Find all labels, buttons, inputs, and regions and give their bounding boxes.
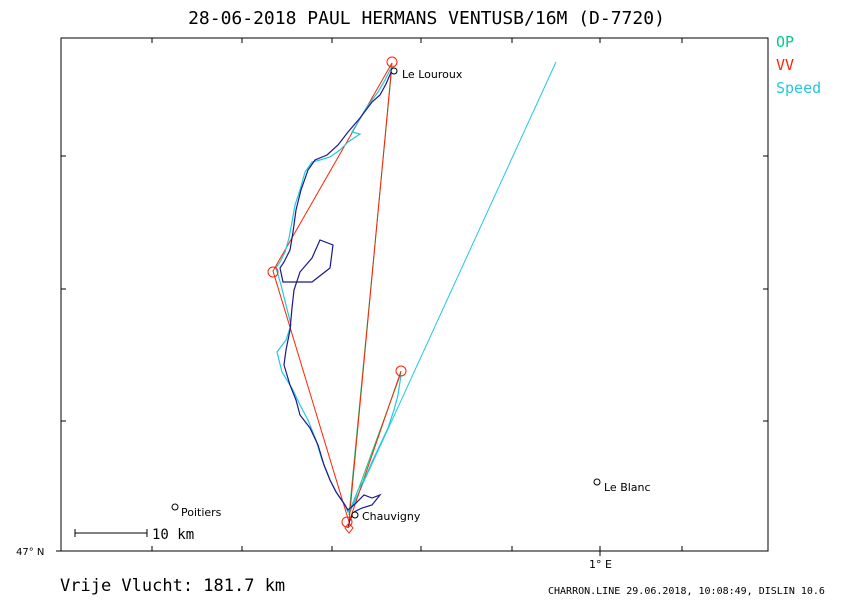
place-le-louroux: Le Louroux [402,68,463,81]
place-le-blanc: Le Blanc [604,481,651,494]
legend-speed: Speed [776,79,822,97]
flight-track-dark [279,69,393,529]
longitude-label: 1° E [589,558,612,571]
place-marker-le-blanc [593,478,601,486]
place-chauvigny: Chauvigny [362,510,421,523]
scale-bar [74,529,148,537]
place-marker-le-louroux [390,67,398,75]
footer-info: CHARRON.LINE 29.06.2018, 10:08:49, DISLI… [548,586,825,597]
turnpoints [267,56,407,534]
axis-ticks [56,38,768,556]
place-poitiers: Poitiers [181,506,222,519]
free-flight-distance: Vrije Vlucht: 181.7 km [60,576,286,596]
plot-frame [60,37,769,552]
vv-route [272,62,402,524]
scale-bar-label: 10 km [152,527,194,543]
latitude-label: 47° N [16,547,44,558]
legend-op: OP [776,33,795,51]
plot-title: 28-06-2018 PAUL HERMANS VENTUSB/16M (D-7… [188,8,665,29]
place-marker-poitiers [171,503,179,511]
legend-vv: VV [776,56,795,74]
flight-track-light [275,65,402,514]
speed-line [349,61,557,513]
place-marker-chauvigny [351,511,359,519]
